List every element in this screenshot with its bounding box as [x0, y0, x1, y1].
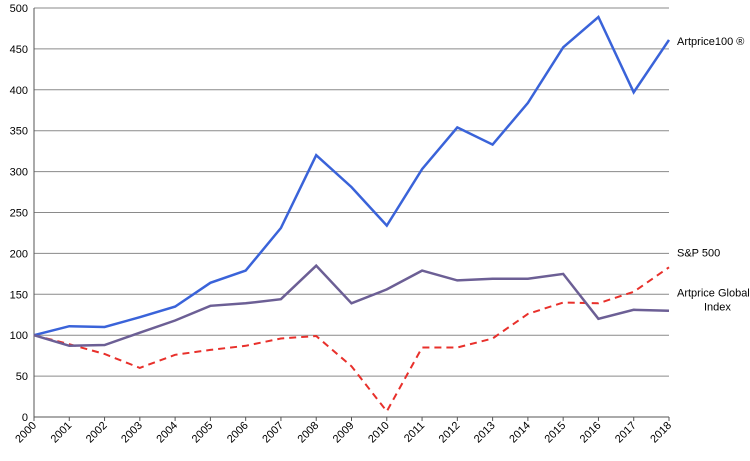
series-line-2 [33, 266, 670, 414]
y-tick-label: 500 [10, 3, 28, 15]
y-tick-label: 50 [16, 371, 28, 383]
x-tick-label: 2000 [13, 420, 39, 446]
x-tick-label: 2018 [648, 420, 674, 446]
x-tick-label: 2008 [296, 420, 322, 446]
y-tick-label: 0 [22, 412, 28, 424]
x-tick-label: 2011 [402, 420, 427, 445]
x-tick-label: 2007 [260, 420, 286, 446]
y-tick-label: 250 [10, 208, 28, 220]
x-tick-label: 2013 [472, 420, 498, 446]
series-label-3: Artprice Global Index [677, 288, 750, 314]
x-tick-label: 2003 [119, 420, 145, 446]
series-lines [33, 14, 671, 414]
x-tick-label: 2017 [613, 420, 639, 446]
y-tick-label: 150 [10, 289, 28, 301]
x-tick-label: 2015 [542, 420, 568, 446]
y-tick-label: 400 [10, 85, 28, 97]
x-tick-label: 2010 [366, 420, 392, 446]
y-tick-label: 200 [10, 248, 28, 260]
series-label-line: Artprice Global [677, 288, 750, 300]
y-tick-label: 450 [10, 44, 28, 56]
x-tick-label: 2014 [507, 420, 533, 446]
x-tick-label: 2006 [225, 420, 251, 446]
x-tick-labels: 2000 2001 2002 2003 2004 2005 2006 2007 2008 2009… [13, 420, 674, 446]
series-line-3 [33, 263, 670, 348]
x-tick-label: 2009 [331, 420, 357, 446]
x-tick-label: 2002 [84, 420, 110, 446]
x-tick-label: 2005 [190, 420, 216, 446]
x-tick-label: 2016 [578, 420, 604, 446]
series-label-2: S&P 500 [677, 247, 720, 259]
axes [33, 8, 670, 421]
series-line-1 [33, 14, 671, 337]
series-label-1: Artprice100 ® [677, 36, 744, 48]
x-tick-label: 2001 [49, 420, 75, 446]
grid-lines [34, 7, 669, 418]
y-tick-label: 100 [10, 330, 28, 342]
x-tick-label: 2004 [154, 420, 180, 446]
y-tick-label: 300 [10, 167, 28, 179]
y-tick-labels: 0 50 100 150 200 250 300 350 400 450 500 [10, 3, 28, 424]
x-tick-label: 2012 [437, 420, 463, 446]
series-label-line: Index [704, 302, 731, 314]
y-tick-label: 350 [10, 126, 28, 138]
series-labels: Artprice100 ® S&P 500 Artprice Global Index [677, 36, 750, 314]
